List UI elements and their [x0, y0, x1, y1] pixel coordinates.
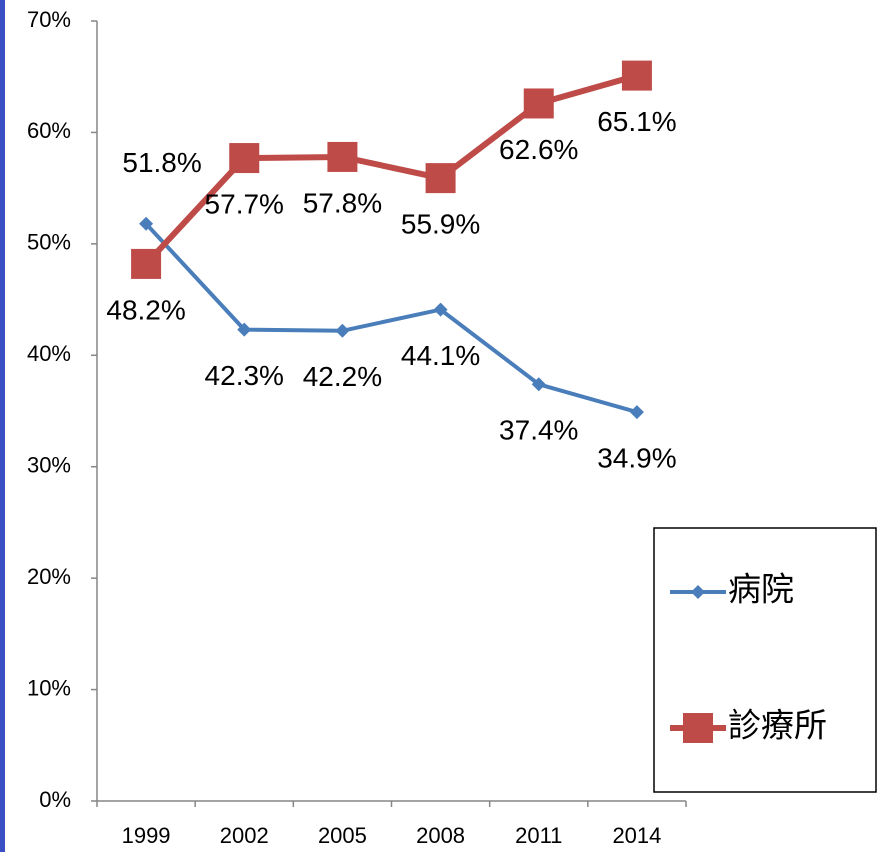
marker	[335, 323, 350, 338]
data-label: 62.6%	[499, 134, 578, 165]
marker	[139, 216, 154, 231]
x-tick-label: 2008	[416, 823, 465, 848]
legend-box	[653, 527, 877, 793]
y-tick-label: 20%	[27, 564, 71, 589]
data-label: 42.2%	[303, 361, 382, 392]
legend-label: 診療所	[728, 707, 827, 744]
x-tick-label: 2011	[515, 823, 562, 848]
data-label: 42.3%	[205, 360, 284, 391]
marker	[237, 322, 252, 337]
y-tick-label: 30%	[27, 453, 71, 478]
x-tick-label: 2002	[220, 823, 269, 848]
data-label: 51.8%	[122, 147, 201, 178]
marker	[523, 88, 554, 119]
series-line	[143, 72, 638, 266]
y-tick-label: 50%	[27, 230, 71, 255]
marker	[425, 163, 456, 194]
data-label: 65.1%	[597, 106, 676, 137]
data-label: 57.8%	[303, 187, 382, 218]
y-tick-label: 40%	[27, 341, 71, 366]
y-tick-label: 60%	[27, 118, 71, 143]
marker	[433, 302, 448, 317]
y-tick-label: 10%	[27, 675, 71, 700]
marker	[691, 585, 705, 599]
marker	[621, 60, 652, 91]
data-label: 48.2%	[106, 294, 185, 325]
marker	[131, 248, 162, 279]
left-border	[0, 0, 5, 852]
data-label: 37.4%	[499, 415, 578, 446]
x-tick-label: 2005	[318, 823, 367, 848]
data-label: 34.9%	[597, 443, 676, 474]
legend-label: 病院	[728, 571, 794, 608]
x-tick-label: 2014	[612, 823, 661, 848]
marker	[327, 141, 358, 172]
marker	[629, 405, 644, 420]
marker	[229, 143, 260, 174]
data-label: 44.1%	[401, 340, 480, 371]
series-line	[144, 222, 638, 415]
marker	[683, 713, 713, 743]
marker	[531, 377, 546, 392]
y-tick-label: 0%	[39, 787, 71, 812]
data-label: 55.9%	[401, 209, 480, 240]
y-tick-label: 70%	[27, 7, 71, 32]
x-tick-label: 1999	[122, 823, 171, 848]
data-label: 57.7%	[205, 188, 284, 219]
